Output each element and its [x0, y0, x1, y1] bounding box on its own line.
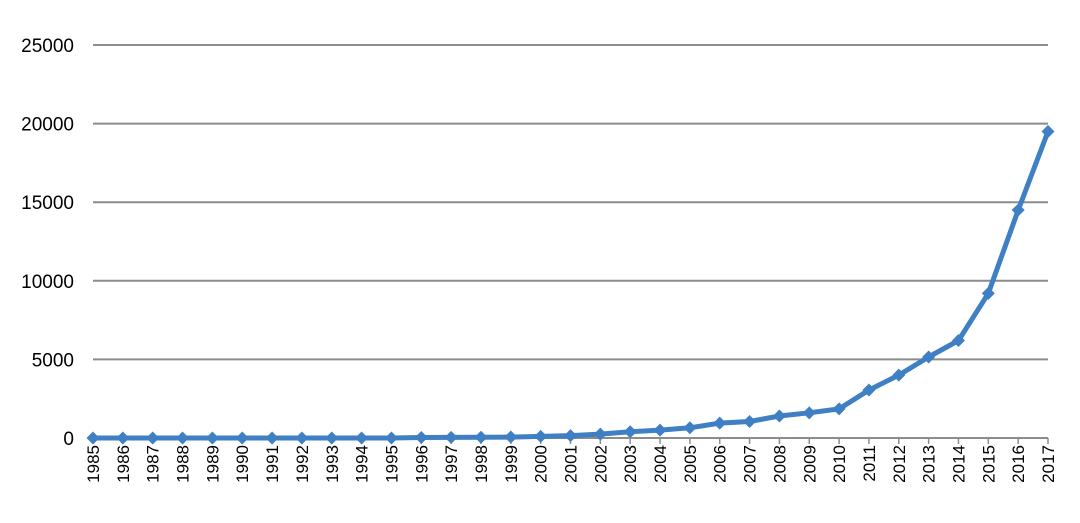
x-tick-label: 2004 [651, 445, 670, 483]
y-tick-label: 25000 [21, 36, 74, 57]
data-point-marker [802, 406, 816, 420]
x-tick-label: 1997 [442, 445, 461, 483]
data-point-marker [951, 334, 965, 348]
data-point-marker [832, 402, 846, 416]
x-tick-label: 1994 [353, 445, 372, 483]
x-tick-label: 2012 [890, 445, 909, 483]
data-point-marker [772, 409, 786, 423]
data-point-marker [116, 431, 130, 445]
data-point-marker [564, 429, 577, 443]
data-point-marker [713, 416, 727, 430]
data-point-marker [623, 425, 637, 439]
data-point-marker [653, 423, 667, 437]
x-tick-label: 1985 [84, 445, 103, 483]
y-tick-label: 5000 [32, 350, 74, 371]
x-tick-label: 2002 [591, 445, 610, 483]
y-tick-label: 15000 [21, 193, 74, 214]
x-tick-label: 2013 [920, 445, 939, 483]
data-point-marker [593, 427, 607, 441]
x-tick-label: 1986 [114, 445, 133, 483]
x-tick-label: 1996 [412, 445, 431, 483]
x-tick-label: 2003 [621, 445, 640, 483]
data-point-marker [504, 430, 518, 444]
data-point-marker [414, 431, 428, 445]
gridlines [93, 44, 1048, 361]
x-tick-label: 2001 [562, 445, 581, 483]
series-group [86, 124, 1055, 445]
data-point-marker [384, 431, 398, 445]
x-tick-label: 2000 [532, 445, 551, 483]
x-tick-label: 1987 [144, 445, 163, 483]
x-tick-label: 2014 [949, 445, 968, 483]
x-tick-label: 1989 [203, 445, 222, 483]
data-point-marker [355, 431, 369, 445]
data-point-marker [235, 431, 249, 445]
data-point-marker [205, 431, 219, 445]
series-line [90, 129, 1051, 441]
x-tick-label: 1990 [233, 445, 252, 483]
data-point-marker [444, 430, 458, 444]
data-point-marker [1041, 124, 1055, 138]
x-tick-label: 2016 [1009, 445, 1028, 483]
x-tick-label: 1995 [382, 445, 401, 483]
data-point-marker [146, 431, 160, 445]
data-point-marker [743, 414, 757, 428]
data-point-marker [1011, 203, 1025, 217]
x-tick-label: 1991 [263, 445, 282, 483]
x-tick-label: 1992 [293, 445, 312, 483]
data-point-marker [534, 429, 548, 443]
x-tick-label: 2008 [770, 445, 789, 483]
x-tick-label: 2017 [1039, 445, 1058, 483]
x-tick-label: 2005 [681, 445, 700, 483]
x-tick-label: 2007 [741, 445, 760, 483]
data-point-marker [892, 368, 906, 382]
x-tick-label: 2006 [711, 445, 730, 483]
y-tick-label: 0 [63, 429, 74, 450]
x-tick-label: 1999 [502, 445, 521, 483]
data-point-marker [981, 286, 995, 300]
x-tick-label: 2009 [800, 445, 819, 483]
x-axis-ticks: 1985 1986 1987 1988 1989 1990 1991 1992 1993 1994… [84, 445, 1058, 483]
data-point-marker [325, 431, 339, 445]
y-tick-label: 20000 [21, 115, 74, 136]
data-point-marker [265, 431, 279, 445]
y-tick-label: 10000 [21, 272, 74, 293]
data-point-marker [922, 350, 936, 364]
data-point-marker [683, 421, 697, 435]
data-point-marker [176, 431, 190, 445]
x-tick-label: 2015 [979, 445, 998, 483]
data-point-marker [86, 431, 100, 445]
data-point-marker [295, 431, 309, 445]
data-point-marker [474, 430, 488, 444]
x-tick-label: 1998 [472, 445, 491, 483]
x-tick-label: 1993 [323, 445, 342, 483]
x-tick-label: 2011 [860, 445, 879, 482]
x-tick-label: 1988 [174, 445, 193, 483]
data-point-marker [862, 383, 876, 397]
y-axis-ticks: 0 5000 10000 15000 20000 25000 [21, 36, 74, 450]
x-tick-label: 2010 [830, 445, 849, 483]
